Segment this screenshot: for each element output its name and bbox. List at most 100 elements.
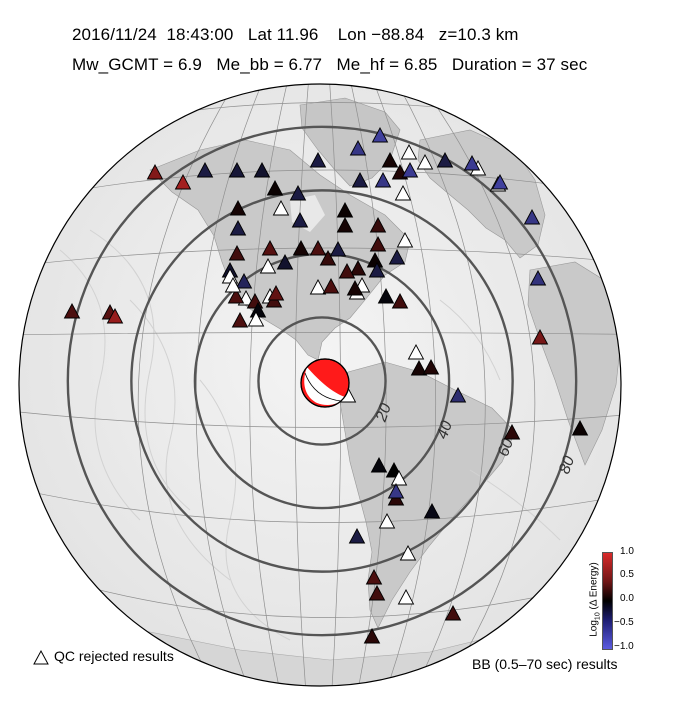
- seafloor-texture: [59, 229, 561, 641]
- globe-outline: [18, 83, 622, 687]
- station-triangle: [338, 263, 356, 279]
- parallel-line: [19, 332, 621, 336]
- greenland-landmass: [299, 97, 401, 187]
- colorbar-tick: 0.0: [620, 593, 634, 604]
- meridian-line: [294, 84, 310, 686]
- meridian-line: [389, 84, 486, 686]
- station-triangle: [289, 185, 307, 201]
- station-triangle: [371, 127, 389, 143]
- colorbar-tick: 1.0: [620, 546, 634, 557]
- station-triangle: [329, 241, 347, 257]
- station-triangle: [369, 217, 387, 233]
- station-triangle: [449, 387, 467, 403]
- station-triangle: [523, 209, 541, 225]
- meridian-line: [368, 84, 437, 686]
- station-triangle: [531, 329, 549, 345]
- meridian-line: [249, 84, 291, 686]
- parallel-line: [19, 409, 621, 428]
- station-triangle: [227, 288, 245, 304]
- station-triangle: [396, 232, 414, 248]
- colorbar-tick: −0.5: [614, 617, 634, 628]
- station-triangle: [266, 180, 284, 196]
- colorbar: [602, 552, 613, 650]
- distance-ring-labels: 20 40 60 80: [373, 401, 579, 476]
- station-triangle: [444, 605, 462, 621]
- station-triangle: [253, 162, 271, 178]
- station-triangle: [491, 174, 509, 190]
- station-triangle: [291, 212, 309, 228]
- station-triangle: [336, 202, 354, 218]
- station-triangle: [378, 513, 396, 529]
- station-triangle: [391, 293, 409, 309]
- station-triangle: [349, 260, 367, 276]
- beachball-nodal-plane: [304, 372, 342, 402]
- station-triangle: [174, 174, 192, 190]
- station-triangle: [390, 470, 408, 486]
- beachball-dilatation-1: [304, 367, 345, 405]
- focal-mechanism: [300, 358, 350, 408]
- meridian-line: [410, 84, 536, 686]
- station-triangle: [247, 311, 265, 327]
- station-triangle: [374, 172, 392, 188]
- colorbar-tick: −1.0: [614, 641, 634, 652]
- station-triangle: [259, 258, 277, 274]
- meridian-line: [137, 84, 244, 686]
- colorbar-tick: 0.5: [620, 569, 634, 580]
- station-markers: [63, 127, 589, 644]
- station-triangle: [401, 162, 419, 178]
- station-triangle: [336, 217, 354, 233]
- station-triangle: [368, 585, 386, 601]
- station-triangle: [368, 262, 386, 278]
- station-triangle: [106, 308, 124, 324]
- station-triangle: [416, 154, 434, 170]
- magnitude-info-line: Mw_GCMT = 6.9 Me_bb = 6.77 Me_hf = 6.85 …: [72, 55, 588, 74]
- station-triangle: [407, 344, 425, 360]
- station-triangle: [309, 279, 327, 295]
- station-triangle: [370, 457, 388, 473]
- station-triangle: [381, 152, 399, 168]
- distance-ring-label: 80: [556, 454, 578, 477]
- station-triangle: [529, 270, 547, 286]
- station-triangle: [503, 424, 521, 440]
- station-triangle: [422, 359, 440, 375]
- qc-legend-triangle: [33, 649, 49, 665]
- station-triangle: [363, 628, 381, 644]
- qc-rejected-legend: QC rejected results: [54, 648, 174, 664]
- distance-ring: [130, 189, 514, 573]
- parallel-line: [19, 484, 621, 523]
- station-triangle: [261, 240, 279, 256]
- station-triangle: [387, 483, 405, 499]
- bb-results-legend: BB (0.5–70 sec) results: [472, 656, 618, 672]
- station-triangle: [322, 278, 340, 294]
- station-triangle: [410, 360, 428, 376]
- station-triangle: [348, 528, 366, 544]
- meridian-line: [195, 84, 268, 686]
- distance-ring-label: 60: [495, 436, 517, 459]
- station-triangle: [231, 312, 249, 328]
- station-triangle: [571, 420, 589, 436]
- station-triangle: [235, 273, 253, 289]
- station-triangle: [365, 569, 383, 585]
- distance-ring: [257, 316, 387, 446]
- station-triangle: [272, 200, 290, 216]
- parallel-line: [19, 247, 621, 269]
- station-triangle: [228, 245, 246, 261]
- station-triangle: [196, 162, 214, 178]
- station-triangle: [228, 162, 246, 178]
- station-triangle: [229, 200, 247, 216]
- station-triangle: [229, 220, 247, 236]
- station-triangle: [224, 277, 242, 293]
- station-triangle: [351, 172, 369, 188]
- distance-ring-label: 40: [434, 419, 456, 442]
- station-triangle: [309, 152, 327, 168]
- station-triangle: [399, 545, 417, 561]
- station-triangle: [423, 503, 441, 519]
- station-triangle: [377, 288, 395, 304]
- distance-ring: [66, 125, 578, 637]
- station-triangle: [388, 249, 406, 265]
- station-triangle: [309, 240, 327, 256]
- station-triangle: [267, 285, 285, 301]
- station-triangle: [292, 240, 310, 256]
- station-triangle: [146, 164, 164, 180]
